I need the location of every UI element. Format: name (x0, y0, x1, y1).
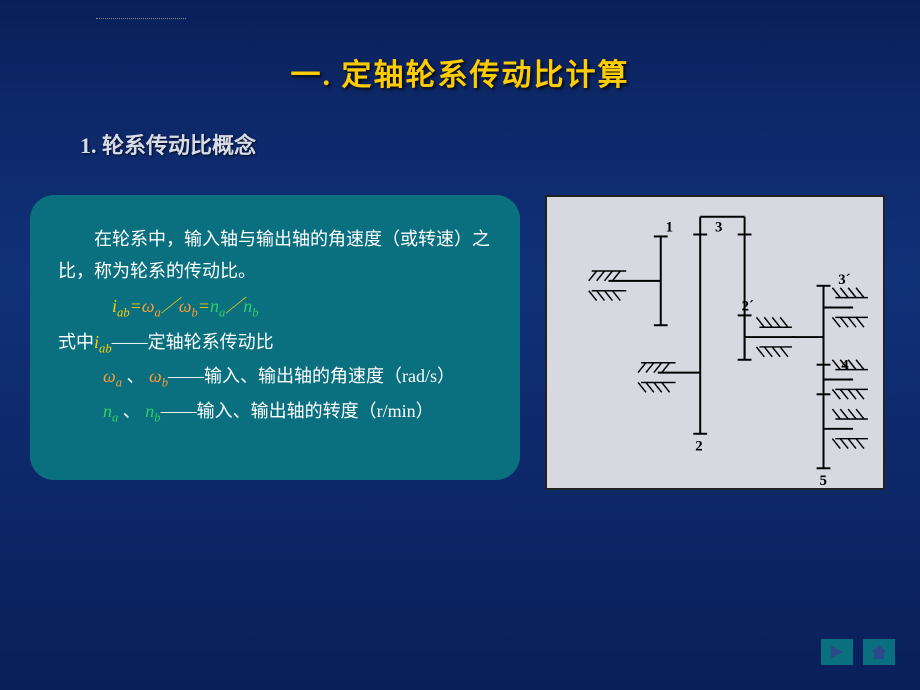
formula-line: iab=ωa／ωb=na／nb (58, 290, 500, 324)
next-button[interactable] (821, 639, 853, 665)
home-button[interactable] (863, 639, 895, 665)
gear-label-2: 2 (695, 439, 702, 455)
formula-omega-a: ωa (142, 296, 161, 316)
content-panel: 在轮系中，输入轴与输出轴的角速度（或转速）之比，称为轮系的传动比。 iab=ωa… (30, 195, 520, 480)
definition-omega: ωa 、 ωb——输入、输出轴的角速度（rad/s） (103, 360, 500, 394)
gear-label-3p: 3´ (838, 272, 850, 288)
definition-paragraph: 在轮系中，输入轴与输出轴的角速度（或转速）之比，称为轮系的传动比。 (58, 223, 500, 288)
gear-label-5: 5 (820, 473, 827, 488)
definition-ratio: 式中iab——定轴轮系传动比 (58, 326, 500, 360)
decorative-line (96, 18, 186, 19)
formula-n-a: na (210, 296, 225, 316)
gear-diagram: 1 3 2 2´ 3´ 4 5 (545, 195, 885, 490)
gear-label-2p: 2´ (742, 298, 754, 314)
gear-label-4: 4 (841, 358, 849, 374)
formula-omega-b: ωb (179, 296, 198, 316)
formula-i: iab (112, 296, 130, 316)
section-subtitle: 1. 轮系传动比概念 (80, 128, 256, 160)
definition-n: na 、 nb——输入、输出轴的转度（r/min） (103, 395, 500, 429)
formula-n-b: nb (243, 296, 258, 316)
page-title: 一. 定轴轮系传动比计算 (0, 50, 920, 94)
gear-label-1: 1 (666, 220, 673, 236)
nav-buttons (821, 639, 895, 665)
bearing-1 (589, 271, 626, 301)
gear-label-3: 3 (715, 220, 722, 236)
bearing-2 (638, 363, 675, 393)
